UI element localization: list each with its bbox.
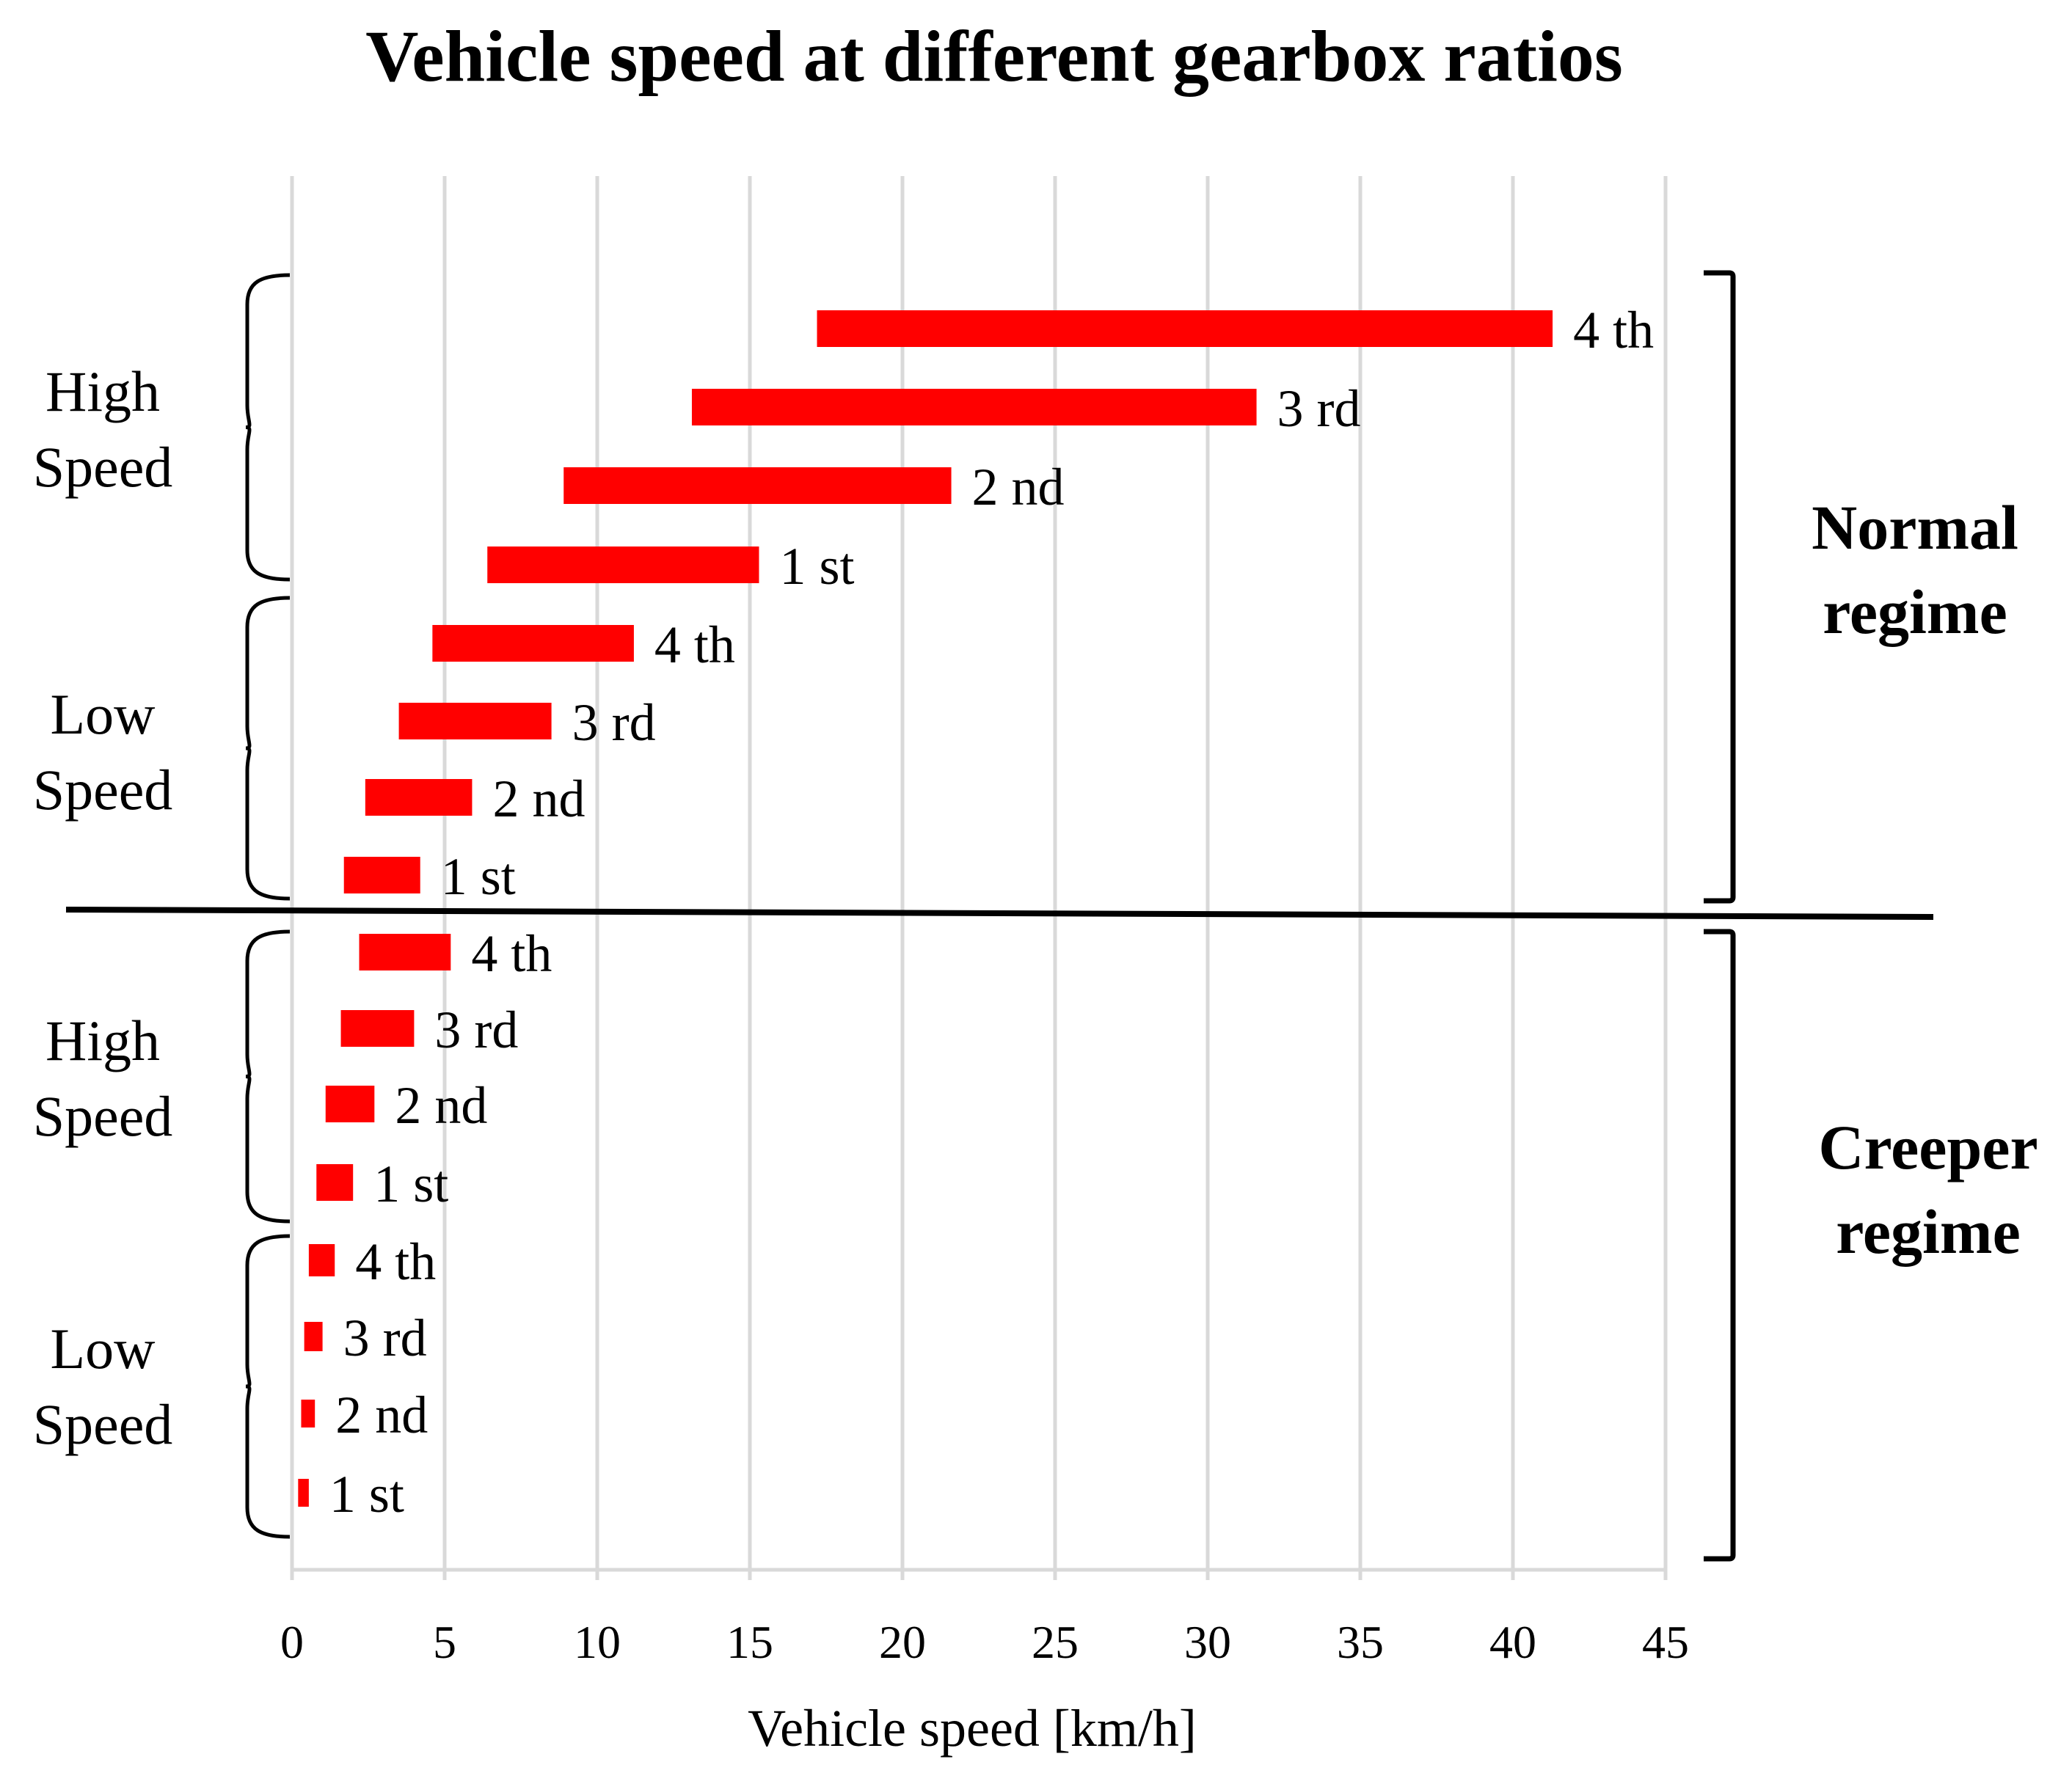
bar-14 — [304, 1322, 323, 1351]
regime-bracket-2 — [1704, 929, 1736, 1562]
group-brace-3 — [245, 929, 291, 1224]
x-tick-label-45: 45 — [1642, 1616, 1689, 1668]
bar-15 — [301, 1400, 315, 1427]
group-label-1-line1: High — [45, 359, 160, 423]
gear-label-14: 3 rd — [343, 1309, 427, 1367]
group-label-4-line1: Low — [51, 1317, 156, 1381]
group-label-3-line1: High — [45, 1009, 160, 1072]
gear-labels: 4 th 3 rd 2 nd 1 st 4 th 3 rd 2 nd 1 st 4 th 3 rd… — [329, 301, 1654, 1524]
gear-label-6: 3 rd — [572, 693, 656, 752]
x-tick-label-15: 15 — [726, 1616, 773, 1668]
gear-label-3: 2 nd — [972, 458, 1065, 516]
bar-12 — [316, 1164, 354, 1201]
gear-label-7: 2 nd — [492, 769, 585, 828]
group-labels: High Speed Low Speed High Speed Low Speed — [33, 359, 173, 1456]
bar-5 — [432, 625, 634, 662]
x-tick-label-0: 0 — [280, 1616, 304, 1668]
x-tick-labels: 0 5 10 15 20 25 30 35 40 45 — [280, 1616, 1689, 1668]
bar-3 — [563, 467, 952, 504]
regime-labels: Normal regime Creeper regime — [1812, 492, 2038, 1267]
bar-9 — [359, 934, 451, 970]
bar-8 — [343, 857, 420, 893]
bar-4 — [487, 546, 759, 583]
gear-label-1: 4 th — [1573, 301, 1654, 359]
gear-label-8: 1 st — [441, 847, 516, 906]
gear-label-11: 2 nd — [395, 1076, 487, 1135]
gear-label-15: 2 nd — [335, 1386, 428, 1444]
bar-layer — [298, 310, 1553, 1507]
regime-label-2-line2: regime — [1836, 1196, 2021, 1267]
group-brace-4 — [245, 1234, 291, 1539]
x-tick-label-40: 40 — [1489, 1616, 1536, 1668]
bar-10 — [340, 1010, 415, 1047]
regime-label-2-line1: Creeper — [1818, 1112, 2038, 1182]
x-tick-label-10: 10 — [574, 1616, 621, 1668]
group-label-2-line2: Speed — [33, 758, 173, 822]
gear-label-13: 4 th — [355, 1232, 436, 1291]
regime-brackets — [1704, 270, 1736, 1562]
group-label-2-line1: Low — [51, 682, 156, 746]
group-braces — [245, 273, 291, 1539]
x-tick-label-30: 30 — [1184, 1616, 1231, 1668]
bar-1 — [817, 310, 1553, 347]
gear-label-10: 3 rd — [434, 1001, 518, 1059]
regime-bracket-1 — [1704, 270, 1736, 904]
group-brace-1 — [245, 273, 291, 582]
group-label-4-line2: Speed — [33, 1392, 173, 1456]
regime-label-1-line1: Normal — [1812, 492, 2018, 563]
gear-label-4: 1 st — [779, 537, 854, 596]
gear-label-2: 3 rd — [1277, 379, 1361, 438]
bar-7 — [365, 779, 473, 816]
gear-label-12: 1 st — [373, 1155, 448, 1213]
bar-16 — [298, 1479, 309, 1507]
bar-13 — [308, 1244, 335, 1276]
regime-label-1-line2: regime — [1823, 577, 2007, 647]
group-label-1-line2: Speed — [33, 435, 173, 499]
x-tick-label-25: 25 — [1032, 1616, 1079, 1668]
gear-label-9: 4 th — [471, 924, 552, 983]
bar-6 — [398, 703, 552, 739]
x-tick-label-5: 5 — [433, 1616, 456, 1668]
gear-label-5: 4 th — [654, 615, 735, 674]
group-label-3-line2: Speed — [33, 1084, 173, 1148]
x-tick-label-35: 35 — [1337, 1616, 1384, 1668]
bar-11 — [325, 1086, 375, 1122]
chart-title: Vehicle speed at different gearbox ratio… — [365, 15, 1623, 97]
x-axis-label: Vehicle speed [km/h] — [748, 1699, 1197, 1758]
bar-2 — [691, 389, 1257, 425]
x-tick-label-20: 20 — [879, 1616, 926, 1668]
gear-label-16: 1 st — [329, 1465, 404, 1524]
regime-divider — [65, 907, 1934, 920]
group-brace-2 — [245, 596, 291, 901]
